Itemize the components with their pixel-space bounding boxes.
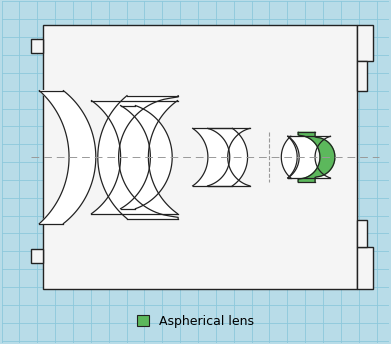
Polygon shape <box>98 96 178 219</box>
Polygon shape <box>193 128 250 186</box>
Legend: Aspherical lens: Aspherical lens <box>132 310 259 333</box>
Polygon shape <box>31 249 43 263</box>
Polygon shape <box>298 132 335 182</box>
Polygon shape <box>281 136 297 178</box>
Polygon shape <box>357 25 373 61</box>
Polygon shape <box>357 61 367 91</box>
Polygon shape <box>208 128 248 186</box>
Polygon shape <box>31 39 43 53</box>
Polygon shape <box>39 91 96 224</box>
Polygon shape <box>120 106 172 209</box>
Polygon shape <box>357 219 367 247</box>
Polygon shape <box>357 247 373 289</box>
Polygon shape <box>43 25 357 289</box>
Polygon shape <box>91 100 178 214</box>
Polygon shape <box>288 136 330 178</box>
